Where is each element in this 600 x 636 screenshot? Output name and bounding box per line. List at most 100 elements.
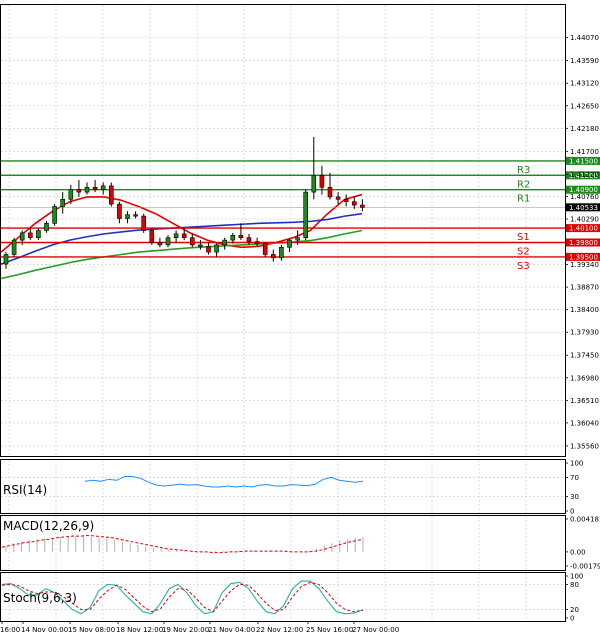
ma-line-ma-slow — [0, 229, 363, 280]
candle-body — [76, 189, 82, 193]
level-value-label: 1.40900 — [569, 186, 598, 194]
level-value-box — [566, 238, 600, 247]
rsi-tick-label: 0 — [570, 508, 574, 516]
stoch-tick-label: 80 — [570, 581, 579, 589]
level-value-box — [566, 171, 600, 180]
level-value-box — [566, 252, 600, 261]
candle-body — [351, 201, 357, 206]
price-tick-label: 1.39340 — [570, 261, 599, 269]
level-value-label: 1.41500 — [569, 157, 598, 165]
candle-body — [133, 214, 138, 217]
time-tick-label: 14 Nov 00:00 — [21, 626, 68, 634]
candle-body — [84, 187, 90, 193]
candle-body — [100, 185, 106, 191]
price-tick-label: 1.41700 — [570, 148, 599, 156]
price-tick-label: 1.42650 — [570, 102, 599, 110]
time-tick-label: 15 Nov 08:00 — [68, 626, 115, 634]
candle-body — [92, 187, 98, 191]
time-axis: 16:00 14 Nov 00:00 15 Nov 08:00 18 Nov 12:0… — [0, 621, 399, 634]
candle-body — [222, 239, 227, 246]
stoch-d-line — [1, 581, 364, 613]
candle-body — [44, 223, 49, 231]
macd-tick-label: 0.00 — [570, 548, 586, 556]
level-value-box — [566, 185, 600, 194]
candle-body — [109, 185, 114, 205]
macd-title: MACD(12,26,9) — [3, 519, 94, 533]
candle-body — [198, 244, 203, 247]
candle-body — [303, 191, 309, 238]
candle-body — [287, 239, 292, 248]
candle-body — [279, 246, 284, 259]
candle-body — [60, 199, 66, 207]
price-tick-label: 1.40290 — [570, 215, 599, 223]
level-value-label: 1.39800 — [569, 239, 598, 247]
price-tick-label: 1.35560 — [570, 442, 599, 450]
candle-body — [117, 203, 122, 219]
level-name-s2: S2 — [517, 246, 530, 257]
rsi-indicator: 100 70 30 0 — [1, 460, 583, 516]
pivot-levels: R3 1.41500 R2 1.41200 R1 1.40900 S1 1.40100 S2 1.… — [1, 156, 600, 272]
price-tick-label: 1.36980 — [570, 374, 599, 382]
candle-body — [238, 234, 244, 238]
rsi-tick-label: 100 — [570, 460, 583, 468]
macd-tick-label: -0.001794 — [570, 563, 600, 571]
candle-body — [157, 242, 163, 246]
candle-body — [68, 189, 74, 200]
level-value-label: 1.41200 — [569, 172, 598, 180]
price-tick-label: 1.42180 — [570, 125, 599, 133]
candle-body — [11, 239, 17, 255]
macd-tick-label: 0.004181 — [570, 516, 600, 524]
macd-indicator: 0.004181 0.00 -0.001794 — [1, 516, 600, 571]
level-name-r1: R1 — [517, 194, 530, 205]
price-tick-label: 1.44070 — [570, 34, 599, 42]
candle-body — [230, 234, 236, 241]
price-tick-label: 1.36510 — [570, 397, 599, 405]
level-name-r2: R2 — [517, 179, 530, 190]
candle-body — [335, 196, 341, 200]
candle-body — [125, 214, 130, 219]
candle-body — [190, 237, 195, 246]
level-value-label: 1.40100 — [569, 225, 598, 233]
macd-signal-line — [1, 534, 364, 554]
stoch-title: Stoch(9,6,3) — [3, 591, 77, 605]
candle-body — [360, 204, 365, 208]
grid — [1, 5, 565, 621]
time-tick-label: 22 Nov 12:00 — [256, 626, 303, 634]
price-tick-label: 1.41220 — [570, 171, 599, 179]
candle-body — [270, 254, 276, 259]
candle-body — [141, 215, 146, 231]
candle-body — [149, 230, 155, 243]
rsi-tick-label: 70 — [570, 474, 579, 482]
candle-body — [206, 246, 211, 253]
candles — [3, 136, 365, 269]
price-axis: 1.44070 1.43590 1.43120 1.42650 1.42180 1.417… — [565, 34, 599, 450]
price-tick-label: 1.43120 — [570, 80, 599, 88]
time-tick-label: 21 Nov 04:00 — [208, 626, 255, 634]
time-tick-label: 16:00 — [0, 626, 20, 634]
rsi-line — [84, 475, 364, 488]
level-value-box — [566, 224, 600, 233]
level-value-box — [566, 156, 600, 165]
candle-body — [19, 232, 25, 241]
candle-body — [343, 199, 349, 203]
main-panel — [0, 4, 566, 457]
candle-body — [254, 241, 260, 244]
price-tick-label: 1.38870 — [570, 284, 599, 292]
candle-body — [327, 187, 333, 198]
price-tick-label: 1.37930 — [570, 329, 599, 337]
time-tick-label: 25 Nov 16:00 — [306, 626, 353, 634]
stoch-tick-label: 0 — [570, 615, 574, 623]
price-tick-label: 1.38400 — [570, 306, 599, 314]
time-tick-label: 27 Nov 00:00 — [352, 626, 399, 634]
candle-body — [27, 232, 33, 238]
level-name-s1: S1 — [517, 232, 530, 243]
candle-body — [311, 175, 317, 193]
candle-body — [295, 237, 300, 241]
current-price-label: 1.40533 — [569, 204, 598, 212]
candle-body — [173, 233, 179, 238]
price-tick-label: 1.43590 — [570, 57, 599, 65]
stoch-tick-label: 100 — [570, 573, 583, 581]
rsi-title: RSI(14) — [3, 483, 47, 497]
